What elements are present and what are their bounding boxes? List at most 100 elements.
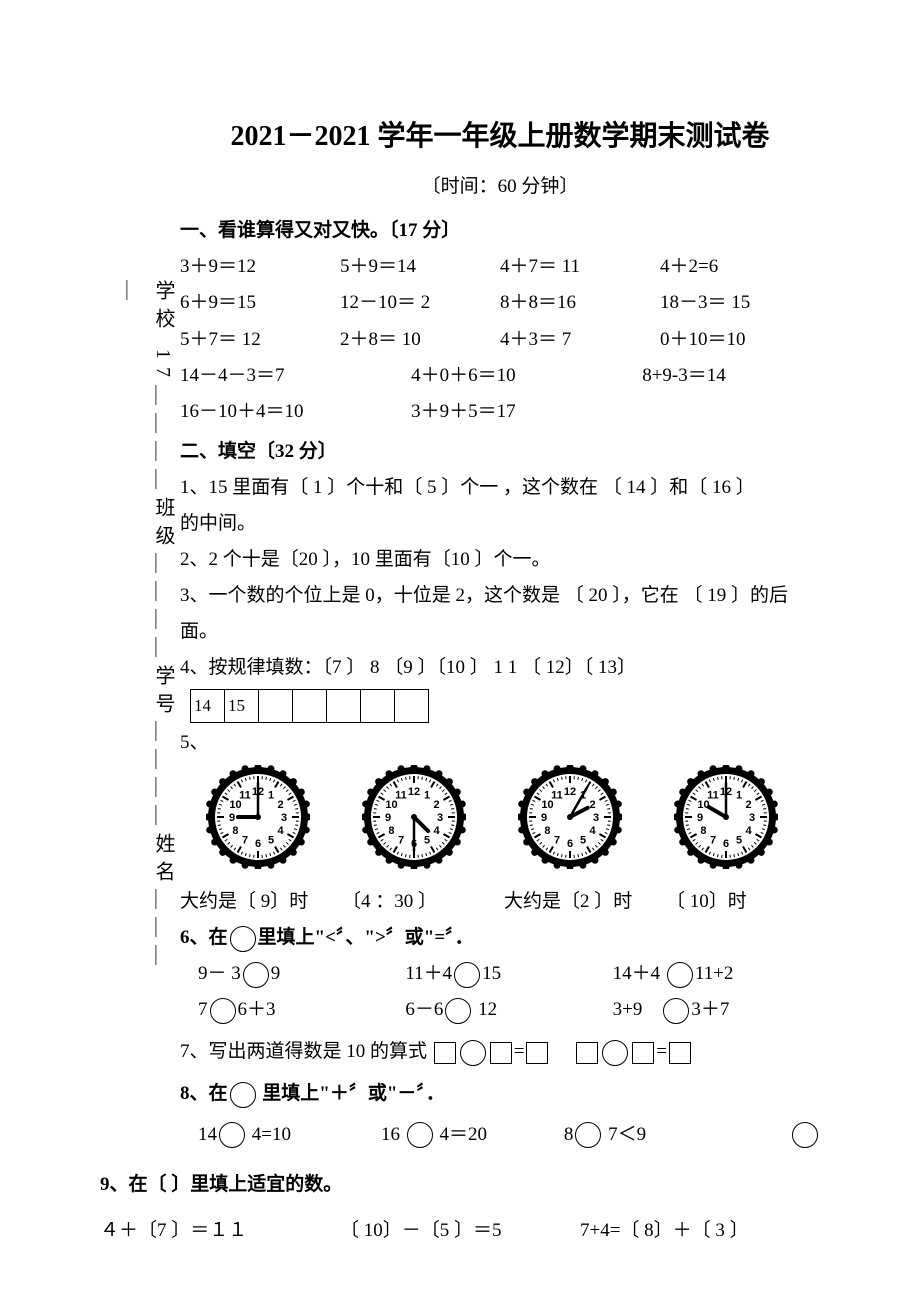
calc-cell: 2＋8＝ 10	[340, 322, 500, 358]
seq-cell	[327, 689, 361, 722]
calc-cell: 4＋0＋6＝10	[411, 358, 642, 394]
calc-cell: 4＋2=6	[660, 249, 820, 285]
q3-line-a: 3、一个数的个位上是 0，十位是 2，这个数是 〔 20 〕，它在 〔 19 〕…	[180, 578, 820, 614]
calc-cell: 5＋7＝ 12	[180, 322, 340, 358]
op-cell: 16 4＝20	[381, 1117, 564, 1153]
exam-subtitle: 〔时间：60 分钟〕	[180, 169, 820, 205]
fill-cell: 〔 10〕－〔5 〕＝5	[340, 1213, 580, 1249]
q1-line-a: 1、15 里面有〔 1 〕个十和〔 5 〕个一 ，这个数在 〔 14 〕和〔 1…	[180, 470, 820, 506]
op-cell: 14 4=10	[198, 1117, 381, 1153]
svg-text:7: 7	[242, 834, 248, 846]
q4-line: 4、按规律填数：〔7 〕 8 〔9 〕〔10 〕 1 1 〔 12〕〔 13〕	[180, 650, 820, 686]
calc-row: 3＋9＝12 5＋9＝14 4＋7＝ 11 4＋2=6	[180, 249, 820, 285]
calc-cell: 3＋9＋5＝17	[411, 394, 642, 430]
compare-cell: 76＋3	[198, 992, 405, 1028]
calc-cell: 12－10＝ 2	[340, 285, 500, 321]
svg-text:4: 4	[433, 825, 440, 837]
q8-suffix: 里填上"＋〞或"－〞．	[258, 1083, 445, 1104]
svg-text:6: 6	[255, 838, 261, 850]
seq-cell	[293, 689, 327, 722]
square-blank-icon	[632, 1042, 654, 1064]
q6-head: 6、在里填上"<〞、">〞或"=〞．	[180, 920, 820, 956]
q1-line-b: 的中间。	[180, 506, 820, 542]
svg-text:12: 12	[408, 786, 420, 798]
q6-prefix: 6、在	[180, 927, 228, 948]
svg-text:9: 9	[229, 812, 235, 824]
clock-row: 123456789101112 123456789101112 12345678…	[198, 765, 820, 882]
q6-row-1: 9－ 39 11＋415 14＋4 11+2	[180, 956, 820, 992]
q8-prefix: 8、在	[180, 1083, 228, 1104]
compare-cell: 9－ 39	[198, 956, 405, 992]
binding-label: 学校 17＿＿＿＿班级＿＿＿＿学号＿＿＿＿姓名＿＿＿＿	[120, 280, 178, 980]
svg-text:2: 2	[433, 799, 439, 811]
calc-row: 5＋7＝ 12 2＋8＝ 10 4＋3＝ 7 0＋10＝10	[180, 322, 820, 358]
calc-row: 6＋9＝15 12－10＝ 2 8＋8＝16 18－3＝ 15	[180, 285, 820, 321]
clock-1: 123456789101112	[198, 765, 318, 882]
calc-cell: 3＋9＝12	[180, 249, 340, 285]
op-cell	[747, 1117, 820, 1153]
svg-text:11: 11	[239, 789, 251, 801]
svg-text:12: 12	[564, 786, 576, 798]
circle-blank-icon	[792, 1122, 818, 1148]
q4-sequence-table: 14 15	[190, 689, 429, 723]
exam-title: 2021－2021 学年一年级上册数学期末测试卷	[180, 110, 820, 163]
fill-cell: 7+4=〔 8〕＋〔 3 〕	[580, 1213, 820, 1249]
clock-caption: 〔4 ：30 〕	[342, 884, 496, 920]
compare-cell: 3+9 3＋7	[613, 992, 820, 1028]
calc-cell: 18－3＝ 15	[660, 285, 820, 321]
circle-blank-icon	[602, 1040, 628, 1066]
circle-blank-icon	[460, 1040, 486, 1066]
square-blank-icon	[490, 1042, 512, 1064]
compare-cell: 6－6 12	[405, 992, 612, 1028]
svg-text:3: 3	[437, 812, 443, 824]
calc-cell: 8＋8＝16	[500, 285, 660, 321]
seq-cell: 14	[191, 689, 225, 722]
svg-text:11: 11	[707, 789, 719, 801]
svg-text:6: 6	[567, 838, 573, 850]
section-2-head: 二、填空〔32 分〕	[180, 434, 820, 470]
svg-text:5: 5	[268, 834, 274, 846]
svg-text:11: 11	[551, 789, 563, 801]
calc-row: 14－4－3＝7 4＋0＋6＝10 8+9-3＝14	[180, 358, 820, 394]
q2-line: 2、2 个十是〔20 〕，10 里面有〔10 〕个一。	[180, 542, 820, 578]
circle-blank-icon	[407, 1122, 433, 1148]
circle-blank-icon	[230, 926, 256, 952]
seq-cell: 15	[225, 689, 259, 722]
svg-text:3: 3	[281, 812, 287, 824]
svg-text:2: 2	[745, 799, 751, 811]
calc-cell: 8+9-3＝14	[642, 358, 820, 394]
calc-row: 16－10＋4＝10 3＋9＋5＝17	[180, 394, 820, 430]
q9-head: 9、在〔 〕里填上适宜的数。	[100, 1167, 820, 1203]
svg-text:2: 2	[277, 799, 283, 811]
q7-line: 7、写出两道得数是 10 的算式 = =	[180, 1034, 820, 1070]
q9-row: ４＋〔7 〕＝１１ 〔 10〕－〔5 〕＝5 7+4=〔 8〕＋〔 3 〕	[100, 1213, 820, 1249]
q5-label: 5、	[180, 725, 820, 761]
square-blank-icon	[576, 1042, 598, 1064]
circle-blank-icon	[445, 998, 471, 1024]
svg-text:9: 9	[541, 812, 547, 824]
svg-text:5: 5	[580, 834, 586, 846]
compare-cell: 14＋4 11+2	[613, 956, 820, 992]
q8-row: 14 4=10 16 4＝20 8 7＜9	[180, 1117, 820, 1153]
svg-text:7: 7	[398, 834, 404, 846]
clock-2: 123456789101112	[354, 765, 474, 882]
svg-text:5: 5	[424, 834, 430, 846]
svg-text:4: 4	[589, 825, 596, 837]
svg-text:1: 1	[268, 789, 274, 801]
circle-blank-icon	[219, 1122, 245, 1148]
svg-text:1: 1	[736, 789, 742, 801]
svg-text:11: 11	[395, 789, 407, 801]
square-blank-icon	[526, 1042, 548, 1064]
op-cell: 8 7＜9	[564, 1117, 747, 1153]
svg-text:8: 8	[544, 825, 550, 837]
fill-cell: ４＋〔7 〕＝１１	[100, 1213, 340, 1249]
clock-caption: 〔 10〕时	[666, 884, 820, 920]
clock-3: 123456789101112	[510, 765, 630, 882]
svg-text:2: 2	[589, 799, 595, 811]
svg-text:8: 8	[388, 825, 394, 837]
clock-caption: 大约是〔 9〕时	[180, 884, 334, 920]
q6-row-2: 76＋3 6－6 12 3+9 3＋7	[180, 992, 820, 1028]
calc-cell: 5＋9＝14	[340, 249, 500, 285]
svg-text:7: 7	[710, 834, 716, 846]
svg-text:6: 6	[723, 838, 729, 850]
